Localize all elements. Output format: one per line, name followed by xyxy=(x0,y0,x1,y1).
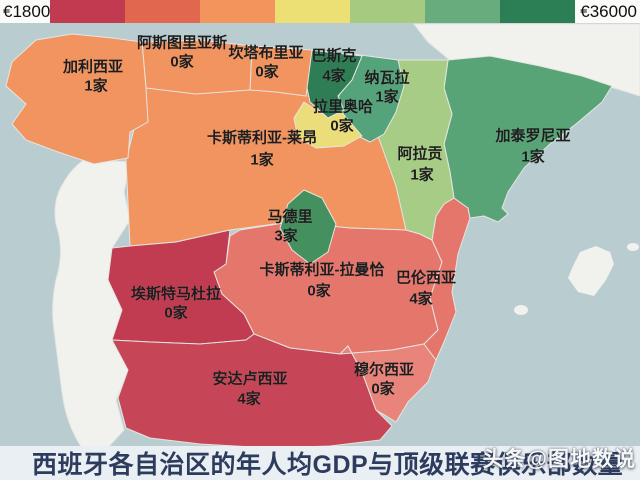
region-galicia-shape[interactable] xyxy=(5,33,149,165)
gdp-color-legend: €18000 €36000 xyxy=(0,0,640,23)
ibiza-island-shape xyxy=(514,305,528,315)
legend-swatch-5 xyxy=(425,0,500,23)
watermark: 头条@图地数说 xyxy=(482,448,636,471)
region-andalusia-shape[interactable] xyxy=(111,333,393,449)
mallorca-island-shape xyxy=(568,246,614,296)
menorca-island-shape xyxy=(627,243,639,251)
legend-min-value: €18000 xyxy=(3,2,60,21)
legend-swatch-2 xyxy=(200,0,275,23)
legend-max-value: €36000 xyxy=(580,2,637,21)
region-cantabria-shape[interactable] xyxy=(249,45,313,97)
legend-swatch-1 xyxy=(125,0,200,23)
legend-swatch-6 xyxy=(500,0,575,23)
legend-swatch-0 xyxy=(50,0,125,23)
legend-swatch-4 xyxy=(350,0,425,23)
page-title: 西班牙各自治区的年人均GDP与顶级联赛俱乐部数量 xyxy=(32,451,624,479)
region-madrid-shape[interactable] xyxy=(279,189,337,265)
region-asturias-shape[interactable] xyxy=(141,39,253,95)
legend-swatches xyxy=(50,0,575,23)
region-murcia-shape[interactable] xyxy=(339,343,437,423)
title-bar: 西班牙各自治区的年人均GDP与顶级联赛俱乐部数量 xyxy=(0,446,640,480)
legend-swatch-3 xyxy=(275,0,350,23)
